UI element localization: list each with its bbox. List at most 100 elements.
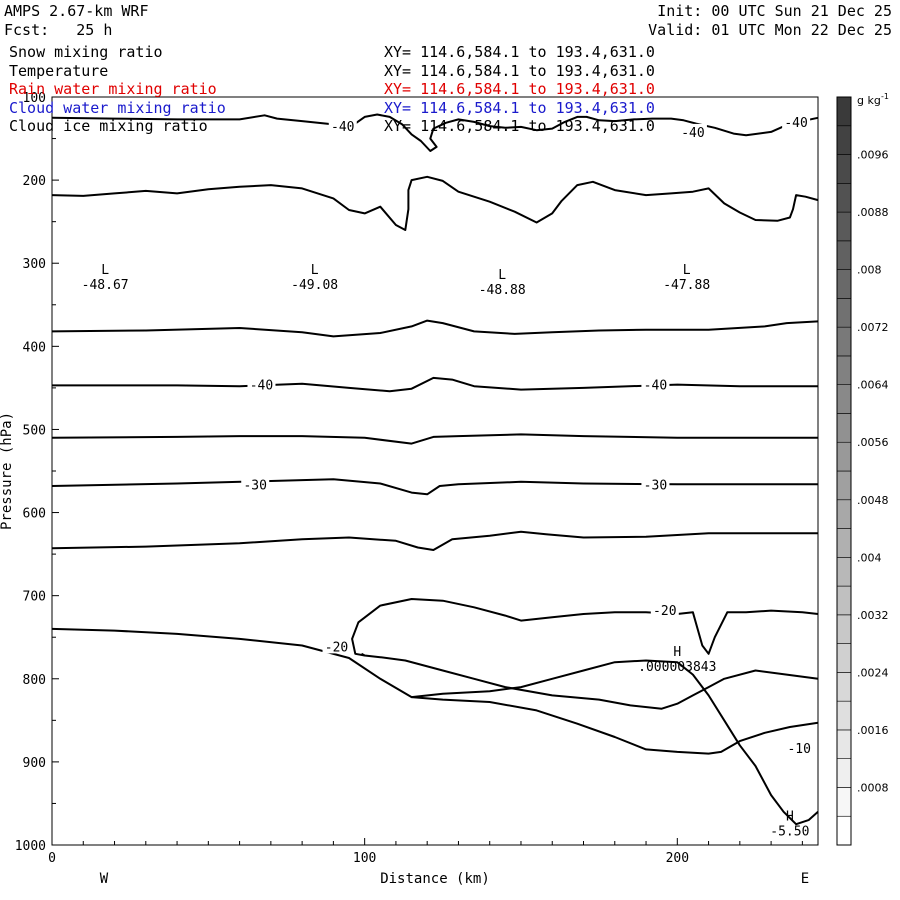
colorbar-label: .008 [857, 264, 882, 277]
colorbar-label: .0056 [857, 436, 889, 449]
extremum-marker: H [786, 810, 794, 825]
contour-line-510 [51, 433, 818, 445]
colorbar-segment [836, 729, 852, 759]
contour-label-bg [785, 739, 814, 755]
contour-label: -40 [681, 126, 704, 141]
colorbar-label: .0048 [857, 494, 889, 507]
contour-line-m30 [51, 478, 818, 496]
plot-frame [51, 96, 819, 846]
colorbar-segment [836, 125, 852, 155]
legend-item-range: XY= 114.6,584.1 to 193.4,631.0 [384, 43, 655, 61]
colorbar-label: .0032 [857, 609, 889, 622]
contour-label: -40 [784, 116, 807, 131]
legend-item-name: Snow mixing ratio [9, 43, 163, 61]
contour-label-bg [241, 476, 270, 492]
contour-label-bg [782, 113, 811, 129]
colorbar-unit-exponent: -1 [881, 92, 889, 101]
x-tick-label: 100 [353, 851, 376, 866]
colorbar-segment [836, 240, 852, 270]
colorbar-segment [836, 643, 852, 673]
contour-label-bg [650, 601, 679, 617]
contour-label-bg [328, 118, 357, 134]
contour-label: -20 [653, 604, 676, 619]
init-time: Init: 00 UTC Sun 21 Dec 25 [657, 2, 892, 20]
contour-label: -40 [644, 379, 667, 394]
colorbar-segment [836, 384, 852, 414]
contour-label-bg [641, 376, 670, 392]
colorbar-label: .0088 [857, 206, 889, 219]
extremum-value: -49.08 [291, 278, 338, 293]
contour-line-warmloop [351, 598, 819, 657]
y-tick-label: 100 [23, 91, 46, 106]
colorbar-label: .0096 [857, 149, 889, 162]
y-tick-label: 700 [23, 590, 46, 605]
east-label: E [801, 871, 809, 887]
colorbar-segment [836, 96, 852, 127]
colorbar-segment [836, 326, 852, 357]
model-title: AMPS 2.67-km WRF [4, 2, 149, 20]
colorbar-segment [836, 787, 852, 817]
colorbar-segment [836, 585, 852, 616]
colorbar-segment [836, 298, 852, 328]
contour-label: -10 [787, 742, 810, 757]
colorbar-segment [836, 528, 852, 558]
y-tick-label: 1000 [15, 839, 46, 854]
y-tick-label: 300 [23, 257, 46, 272]
legend-item-name: Cloud ice mixing ratio [9, 117, 208, 135]
contour-label-bg [678, 123, 707, 139]
y-tick-label: 200 [23, 174, 46, 189]
forecast-hour: Fcst: 25 h [4, 21, 113, 39]
colorbar-segment [836, 441, 852, 472]
contour-label-bg [247, 376, 276, 392]
extremum-marker: L [101, 263, 109, 278]
contour-line-m10 [361, 652, 819, 710]
colorbar-label: .0016 [857, 724, 889, 737]
colorbar-label: .0008 [857, 781, 889, 794]
contour-label: -20 [325, 640, 348, 655]
contour-line-m40 [52, 376, 818, 393]
colorbar-segment [836, 672, 852, 702]
extremum-marker: L [311, 263, 319, 278]
colorbar-unit: g kg [857, 94, 881, 107]
x-tick-label: 200 [666, 851, 689, 866]
colorbar-segment [836, 758, 852, 788]
colorbar-segment [836, 700, 852, 731]
contour-label: -30 [243, 478, 266, 493]
contour-line-bottom [411, 659, 819, 826]
legend-item-range: XY= 114.6,584.1 to 193.4,631.0 [384, 80, 655, 98]
extremum-marker: L [498, 268, 506, 283]
colorbar-segment [836, 614, 852, 644]
legend-item-range: XY= 114.6,584.1 to 193.4,631.0 [384, 61, 655, 80]
extremum-marker: H [673, 645, 681, 660]
contour-line-630 [51, 530, 818, 551]
x-tick-label: 0 [48, 851, 56, 866]
colorbar-segment [836, 470, 852, 501]
colorbar-label: .004 [857, 551, 882, 564]
extremum-value: -47.88 [663, 278, 710, 293]
extremum-value: -48.67 [82, 278, 129, 293]
colorbar-label: .0024 [857, 666, 889, 679]
colorbar-label: .0072 [857, 321, 889, 334]
extremum-value: -5.50 [770, 825, 809, 840]
x-axis-label: Distance (km) [380, 871, 490, 887]
colorbar-segment [836, 355, 852, 385]
legend-item-name: Cloud water mixing ratio [9, 98, 226, 117]
y-tick-label: 900 [23, 756, 46, 771]
extremum-value: .000003843 [638, 660, 716, 675]
contour-line-m20 [51, 627, 819, 755]
contour-label-bg [322, 638, 351, 654]
contour-label: -30 [644, 478, 667, 493]
y-tick-label: 400 [23, 340, 46, 355]
colorbar-segment [836, 815, 852, 846]
legend-item-name: Temperature [9, 61, 109, 80]
colorbar-segment [836, 413, 852, 443]
contour-line-upper [51, 175, 819, 231]
colorbar-frame [836, 96, 852, 846]
y-tick-label: 800 [23, 673, 46, 688]
y-tick-label: 500 [23, 423, 46, 438]
contour-line-400a [51, 319, 819, 338]
colorbar-segment [836, 154, 852, 184]
colorbar-segment [836, 211, 852, 242]
colorbar-segment [836, 269, 852, 299]
